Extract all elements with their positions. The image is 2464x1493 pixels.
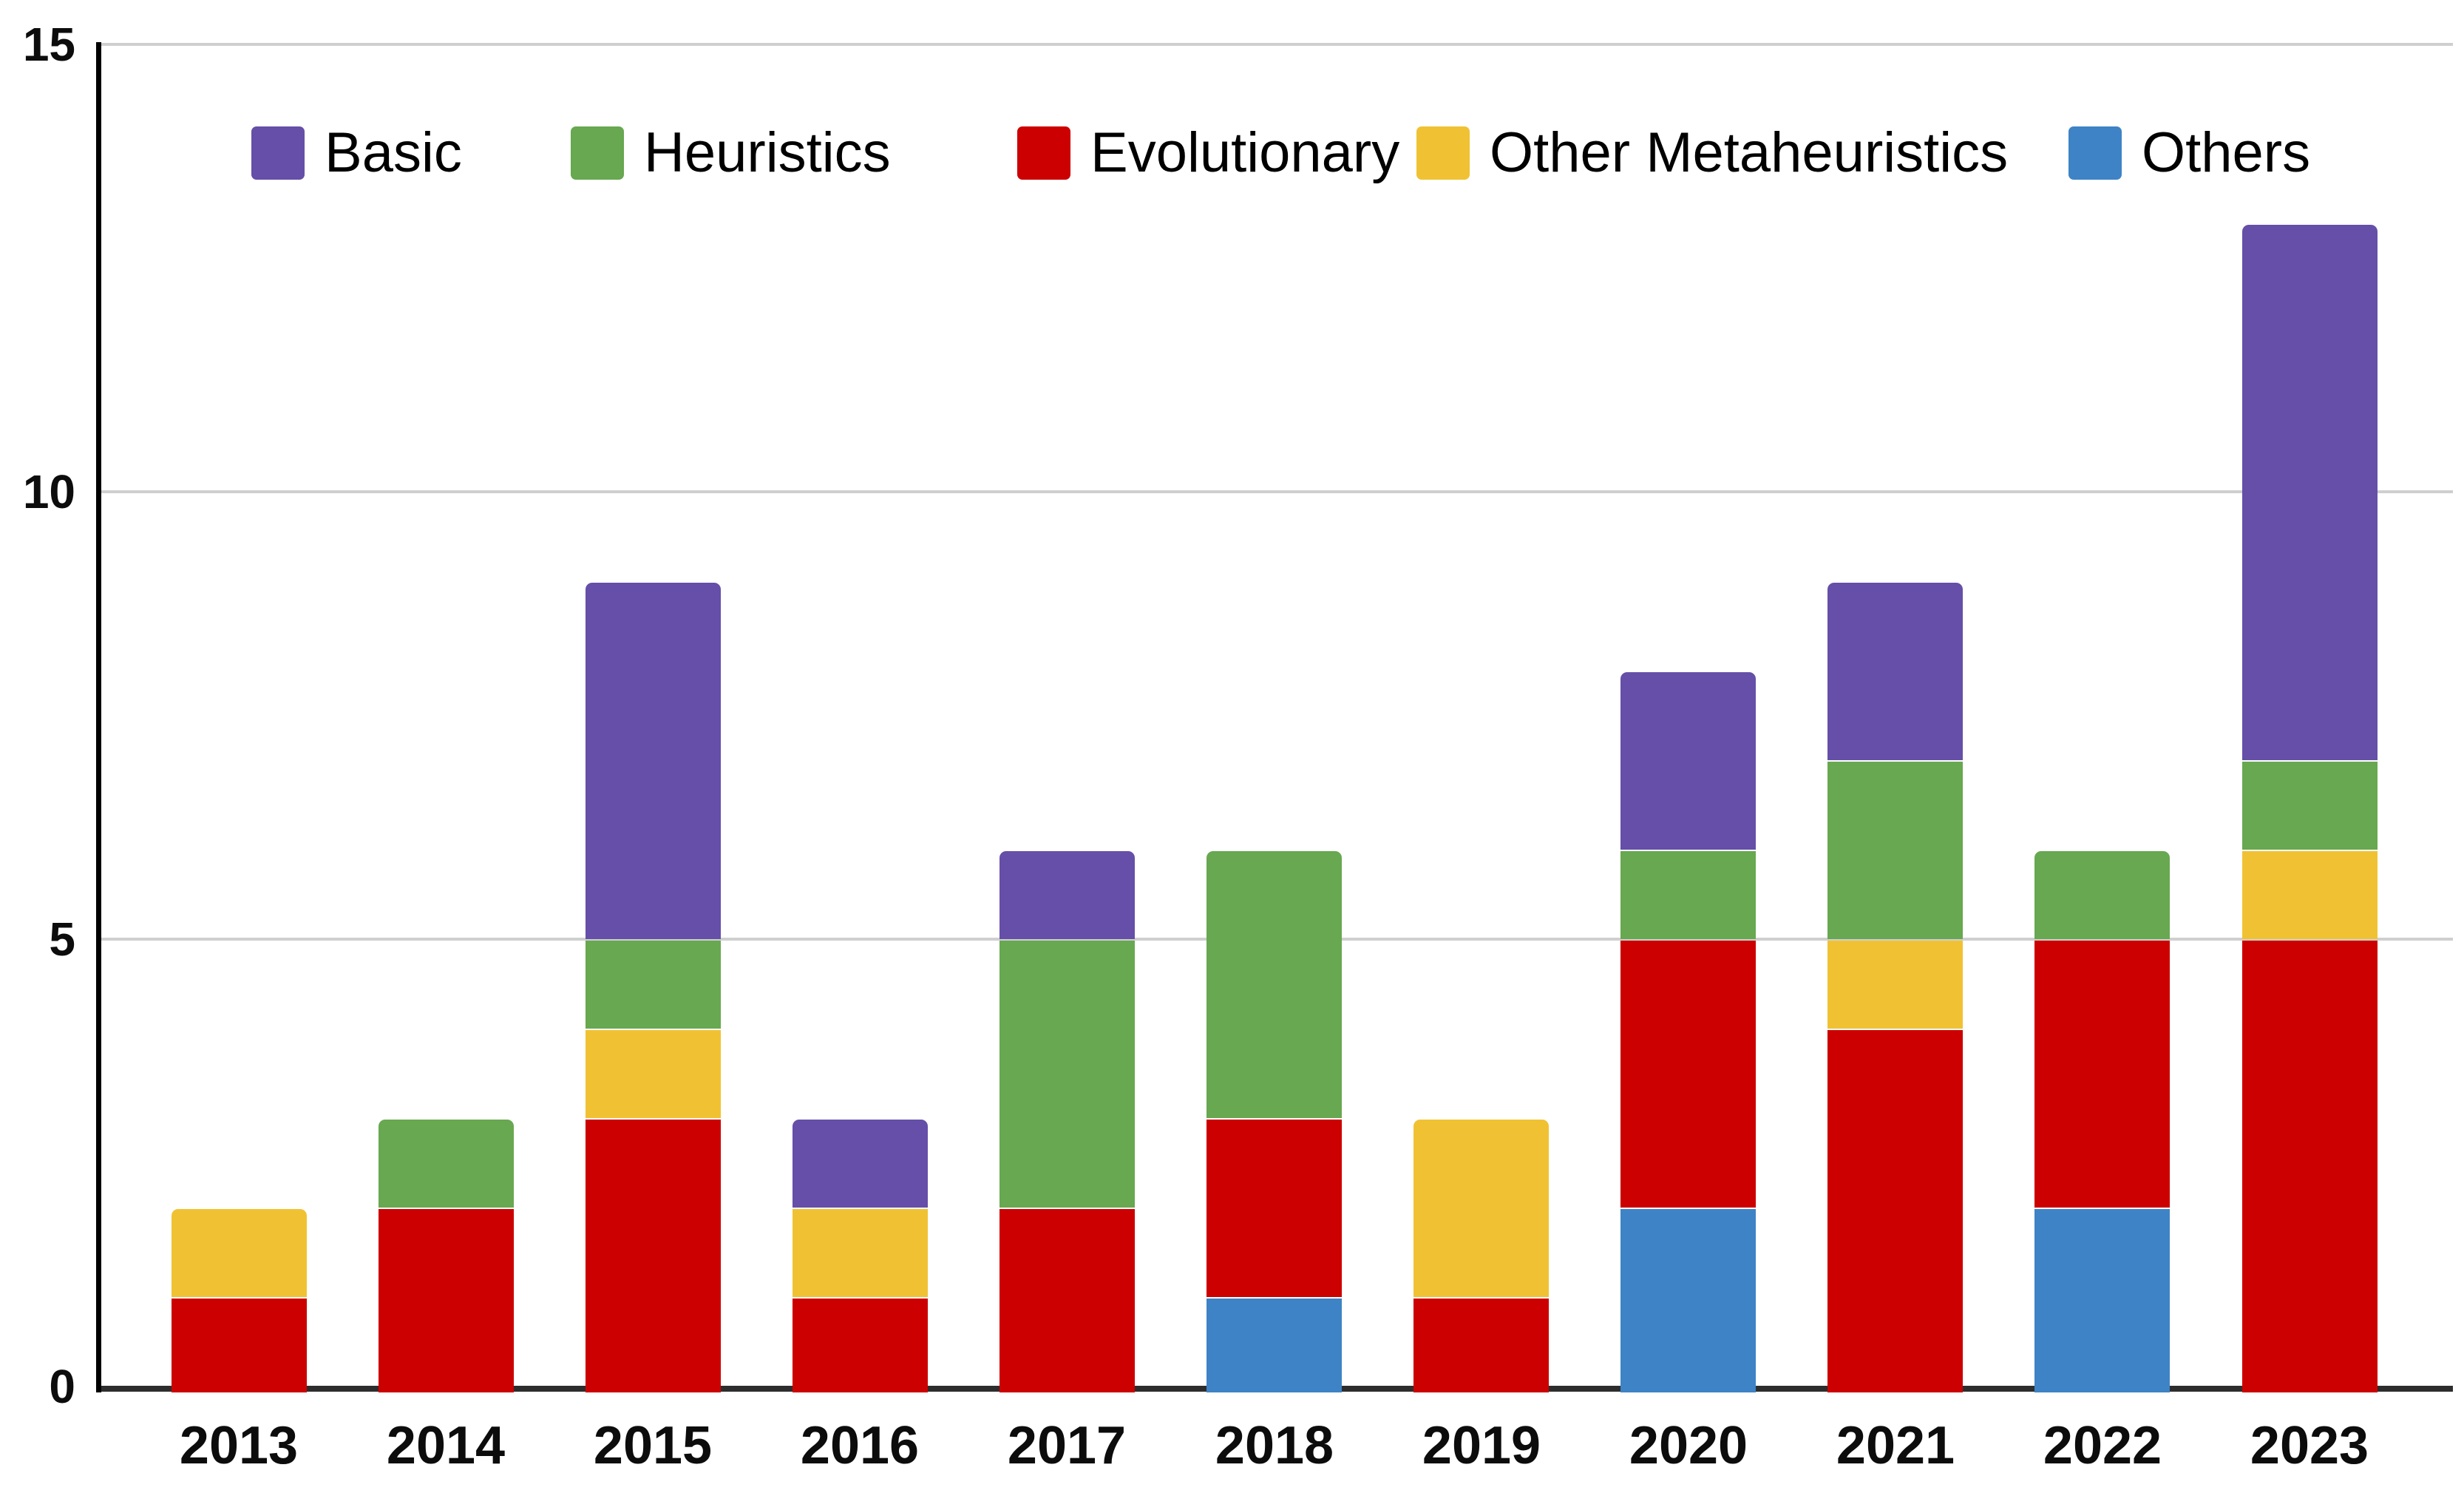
bar-segment-evolutionary-2020: [1620, 941, 1756, 1208]
x-tick-label-2023: 2023: [2250, 1416, 2369, 1475]
gridline-15: [101, 43, 2453, 46]
bar-segment-basic-2017: [999, 851, 1135, 939]
legend-label: Others: [2142, 121, 2311, 184]
chart-legend: Basic Heuristics Evolutionary Other Metaheu…: [0, 0, 2464, 192]
bar-segment-heuristics-2014: [379, 1120, 514, 1208]
bar-segment-heuristics-2021: [1827, 762, 1963, 939]
bar-segment-basic-2016: [793, 1120, 928, 1208]
bar-segment-evolutionary-2022: [2034, 941, 2170, 1208]
x-tick-label-2016: 2016: [800, 1416, 920, 1475]
legend-label: Other Metaheuristics: [1490, 121, 2009, 184]
bar-segment-evolutionary-2023: [2242, 941, 2378, 1392]
y-tick-label-5: 5: [49, 913, 75, 966]
bar-segment-other-metaheuristics-2015: [586, 1030, 721, 1118]
x-tick-label-2018: 2018: [1215, 1416, 1334, 1475]
x-tick-label-2017: 2017: [1007, 1416, 1127, 1475]
bar-segment-evolutionary-2021: [1827, 1030, 1963, 1392]
bar-segment-others-2022: [2034, 1209, 2170, 1392]
bar-segment-basic-2021: [1827, 583, 1963, 760]
bar-segment-others-2018: [1206, 1299, 1342, 1392]
y-tick-label-15: 15: [22, 18, 75, 71]
bar-segment-basic-2023: [2242, 225, 2378, 760]
legend-swatch-icon: [2068, 126, 2122, 180]
x-tick-label-2020: 2020: [1629, 1416, 1748, 1475]
bar-segment-evolutionary-2019: [1413, 1299, 1549, 1392]
bar-segment-heuristics-2018: [1206, 851, 1342, 1118]
bar-segment-evolutionary-2017: [999, 1209, 1135, 1392]
legend-swatch-icon: [1416, 126, 1470, 180]
legend-item-heuristics: Heuristics: [571, 123, 891, 183]
x-tick-label-2021: 2021: [1836, 1416, 1955, 1475]
bar-segment-heuristics-2017: [999, 941, 1135, 1208]
bar-segment-other-metaheuristics-2021: [1827, 941, 1963, 1029]
bar-segment-heuristics-2023: [2242, 762, 2378, 850]
gridline-10: [101, 490, 2453, 493]
legend-item-evolutionary: Evolutionary: [1017, 123, 1399, 183]
y-tick-label-0: 0: [49, 1360, 75, 1413]
bar-segment-heuristics-2022: [2034, 851, 2170, 939]
bar-segment-other-metaheuristics-2013: [172, 1209, 307, 1297]
bar-segment-other-metaheuristics-2023: [2242, 851, 2378, 939]
legend-label: Heuristics: [644, 121, 891, 184]
x-tick-label-2015: 2015: [593, 1416, 713, 1475]
legend-label: Basic: [325, 121, 462, 184]
bar-segment-basic-2020: [1620, 672, 1756, 850]
bar-segment-heuristics-2020: [1620, 851, 1756, 939]
bar-segment-evolutionary-2013: [172, 1299, 307, 1392]
x-tick-label-2014: 2014: [386, 1416, 506, 1475]
bar-segment-evolutionary-2018: [1206, 1120, 1342, 1297]
x-tick-label-2019: 2019: [1422, 1416, 1541, 1475]
x-tick-label-2013: 2013: [179, 1416, 299, 1475]
legend-swatch-icon: [571, 126, 624, 180]
y-tick-label-10: 10: [22, 465, 75, 518]
x-tick-label-2022: 2022: [2043, 1416, 2162, 1475]
legend-label: Evolutionary: [1090, 121, 1400, 184]
legend-item-others: Others: [2068, 123, 2310, 183]
bar-segment-other-metaheuristics-2019: [1413, 1120, 1549, 1297]
y-axis-line: [96, 42, 101, 1392]
bar-segment-other-metaheuristics-2016: [793, 1209, 928, 1297]
bar-segment-basic-2015: [586, 583, 721, 939]
legend-item-other-metaheuristics: Other Metaheuristics: [1416, 123, 2008, 183]
bar-segment-evolutionary-2015: [586, 1120, 721, 1392]
legend-item-basic: Basic: [251, 123, 462, 183]
legend-swatch-icon: [1017, 126, 1070, 180]
bar-segment-evolutionary-2014: [379, 1209, 514, 1392]
bar-segment-others-2020: [1620, 1209, 1756, 1392]
bar-segment-evolutionary-2016: [793, 1299, 928, 1392]
bar-segment-heuristics-2015: [586, 941, 721, 1029]
legend-swatch-icon: [251, 126, 305, 180]
